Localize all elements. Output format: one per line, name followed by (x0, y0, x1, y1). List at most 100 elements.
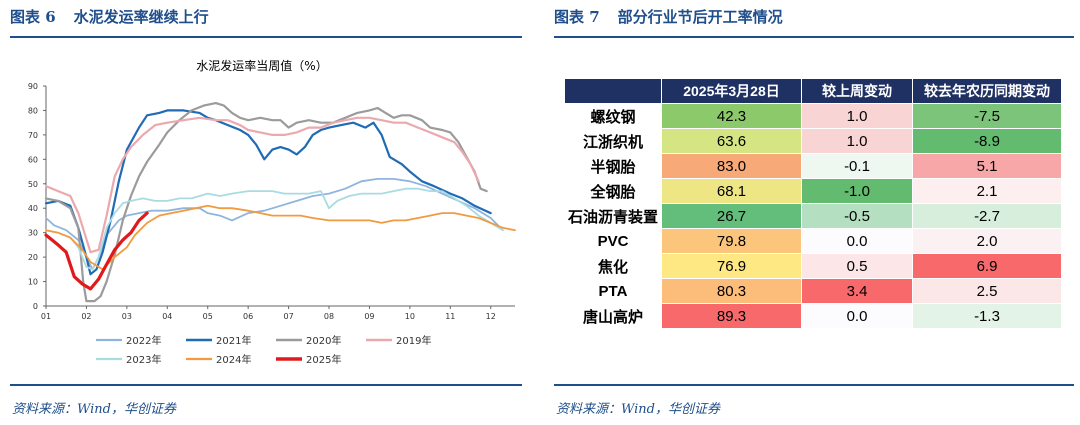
header-cell: 2025年3月28日 (661, 78, 802, 104)
legend-item: 2020年 (276, 334, 341, 347)
y-tick-label: 20 (28, 253, 38, 262)
x-tick-label: 12 (486, 312, 496, 321)
table-cell: 63.6 (661, 128, 802, 154)
table-cell: 1.0 (801, 128, 913, 154)
table-cell: 68.1 (661, 178, 802, 204)
legend-item: 2024年 (186, 353, 251, 366)
chart-title: 水泥发运率当周值（%） (196, 58, 327, 73)
table-header-row: 2025年3月28日 较上周变动 较去年农历同期变动 (564, 78, 1062, 104)
table-cell: 2.5 (912, 278, 1062, 304)
left-panel: 图表 6 水泥发运率继续上行 水泥发运率当周值（%） 0 1 0 2 0 3 0 4 0 5 0 6 0 7… (0, 0, 530, 425)
x-tick-label: 10 (405, 312, 415, 321)
legend-label: 2020年 (306, 334, 341, 347)
table-row: 螺纹钢 42.3 1.0 -7.5 (564, 103, 1062, 129)
table-cell: 1.0 (801, 103, 913, 129)
series-line-2023年 (45, 187, 504, 271)
y-tick-label: 40 (28, 204, 38, 213)
utilization-table: 2025年3月28日 较上周变动 较去年农历同期变动 螺纹钢 42.3 1.0 -7.… (564, 78, 1062, 329)
series-line-2020年 (44, 102, 488, 303)
figure-7-label: 图表 7 (554, 8, 600, 26)
table-row: 唐山高炉 89.3 0.0 -1.3 (564, 303, 1062, 329)
y-tick-label: 30 (28, 229, 38, 238)
figure-6-source: 资料来源：Wind，华创证券 (12, 402, 176, 417)
y-tick-label: 90 (28, 82, 38, 91)
table-cell: 83.0 (661, 153, 802, 179)
y-tick-label: 0 (33, 302, 38, 311)
series-line-2024年 (45, 204, 516, 271)
figure-6-label: 图表 6 (10, 8, 56, 26)
table-cell: 76.9 (661, 253, 802, 279)
legend-label: 2022年 (126, 334, 161, 347)
table-cell: 6.9 (912, 253, 1062, 279)
series-line-2019年 (44, 116, 480, 254)
y-tick-label: 10 (28, 278, 38, 287)
series-line-2021年 (44, 109, 492, 276)
figure-7-heading: 部分行业节后开工率情况 (617, 8, 783, 26)
row-label: 焦化 (564, 253, 662, 279)
table-row: PTA 80.3 3.4 2.5 (564, 278, 1062, 304)
table-cell: 2.0 (912, 228, 1062, 254)
legend-label: 2023年 (126, 353, 161, 366)
table-cell: 5.1 (912, 153, 1062, 179)
x-tick-label: 06 (243, 312, 253, 321)
figure-7-source: 资料来源：Wind，华创证券 (556, 402, 720, 417)
series-line-2025年 (44, 211, 149, 291)
right-panel: 图表 7 部分行业节后开工率情况 2025年3月28日 较上周变动 较去年农历同期… (548, 0, 1080, 425)
legend-item: 2022年 (96, 334, 161, 347)
x-tick-label: 03 (122, 312, 132, 321)
table-row: 全钢胎 68.1 -1.0 2.1 (564, 178, 1062, 204)
source-rule (554, 384, 1074, 386)
table-cell: -0.1 (801, 153, 913, 179)
row-label: 螺纹钢 (564, 103, 662, 129)
table-cell: -0.5 (801, 203, 913, 229)
figure-6-title: 图表 6 水泥发运率继续上行 (10, 6, 209, 27)
row-label: PVC (564, 228, 662, 254)
table-cell: 3.4 (801, 278, 913, 304)
table-row: 焦化 76.9 0.5 6.9 (564, 253, 1062, 279)
legend-item: 2019年 (366, 334, 431, 347)
legend-label: 2021年 (216, 334, 251, 347)
legend-label: 2019年 (396, 334, 431, 347)
x-tick-label: 05 (203, 312, 213, 321)
y-tick-label: 80 (28, 106, 38, 115)
table-cell: 0.0 (801, 303, 913, 329)
title-rule (554, 36, 1074, 38)
legend-label: 2024年 (216, 353, 251, 366)
row-label: 石油沥青装置 (564, 203, 662, 229)
x-tick-label: 01 (41, 312, 51, 321)
source-rule (10, 384, 522, 386)
table-cell: 79.8 (661, 228, 802, 254)
table-row: PVC 79.8 0.0 2.0 (564, 228, 1062, 254)
x-tick-label: 02 (81, 312, 91, 321)
table-cell: 80.3 (661, 278, 802, 304)
table-cell: -1.3 (912, 303, 1062, 329)
legend-item: 2023年 (96, 353, 161, 366)
row-label: 半钢胎 (564, 153, 662, 179)
x-tick-label: 04 (162, 312, 172, 321)
table-cell: -2.7 (912, 203, 1062, 229)
row-label: 唐山高炉 (564, 303, 662, 329)
table-cell: 2.1 (912, 178, 1062, 204)
table-cell: 89.3 (661, 303, 802, 329)
x-tick-label: 09 (364, 312, 374, 321)
header-cell: 较去年农历同期变动 (912, 78, 1062, 104)
table-cell: -1.0 (801, 178, 913, 204)
table-row: 半钢胎 83.0 -0.1 5.1 (564, 153, 1062, 179)
legend-label: 2025年 (306, 353, 341, 366)
x-tick-label: 07 (283, 312, 293, 321)
table-cell: 42.3 (661, 103, 802, 129)
y-tick-label: 50 (28, 180, 38, 189)
table-cell: 0.0 (801, 228, 913, 254)
row-label: 全钢胎 (564, 178, 662, 204)
table-row: 石油沥青装置 26.7 -0.5 -2.7 (564, 203, 1062, 229)
x-tick-label: 11 (445, 312, 455, 321)
header-cell (564, 78, 662, 104)
title-rule (10, 36, 522, 38)
table-cell: -8.9 (912, 128, 1062, 154)
cement-shipment-chart: 水泥发运率当周值（%） 0 10 20 30 40 50 60 70 80 90 01 02 03 04 0… (28, 58, 516, 366)
table-row: 江浙织机 63.6 1.0 -8.9 (564, 128, 1062, 154)
legend-item: 2021年 (186, 334, 251, 347)
row-label: PTA (564, 278, 662, 304)
table-cell: 26.7 (661, 203, 802, 229)
legend-item: 2025年 (276, 353, 341, 366)
